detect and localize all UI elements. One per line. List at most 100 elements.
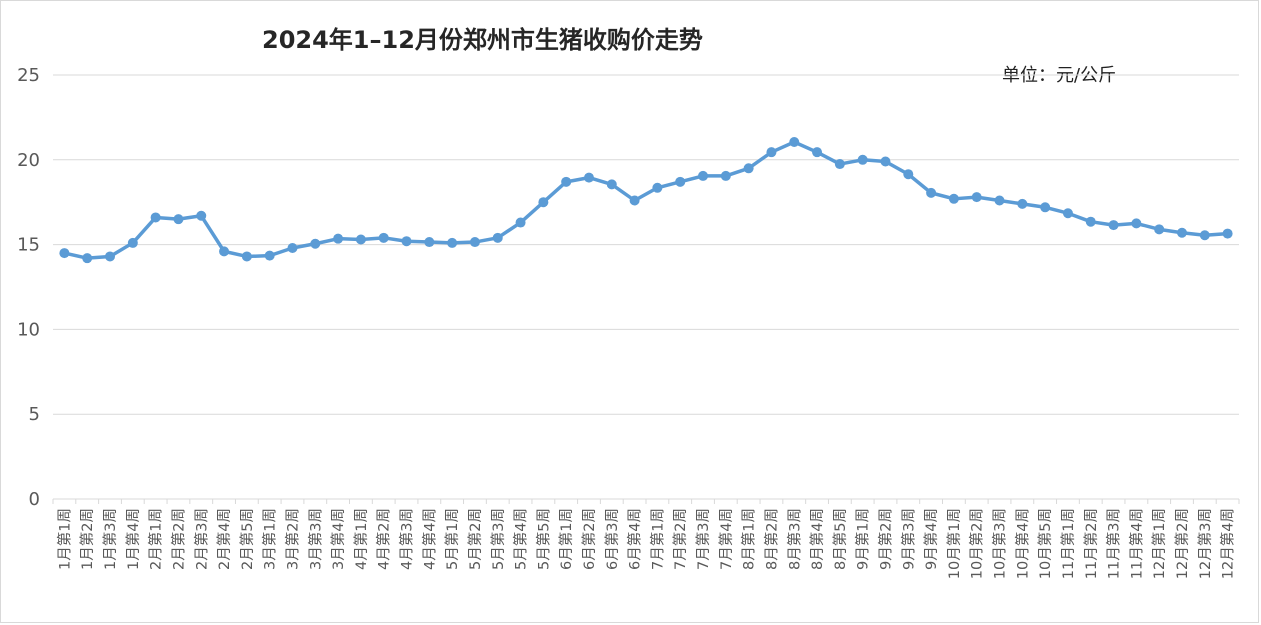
x-axis-ticks: 1月第1周 1月第2周 1月第3周 1月第4周 2月第1周 2月第2周 2月第3周 2月第4周… — [55, 508, 1236, 579]
chart-title: 2024年1–12月份郑州市生猪收购价走势 — [262, 26, 703, 54]
data-point — [173, 214, 184, 225]
data-point — [287, 242, 298, 253]
x-tick-label: 5月第2周 — [466, 508, 484, 570]
data-point — [492, 232, 503, 243]
x-tick-label: 11月第2周 — [1082, 508, 1100, 579]
x-tick-label: 8月第4周 — [808, 508, 826, 570]
data-point — [1017, 198, 1028, 209]
x-tick-label: 3月第4周 — [329, 508, 347, 570]
data-point — [971, 192, 982, 203]
data-point — [264, 250, 275, 261]
data-point — [1062, 208, 1073, 219]
x-tick-label: 8月第2周 — [762, 508, 780, 570]
x-tick-label: 9月第3周 — [899, 508, 917, 570]
data-point — [583, 172, 594, 183]
data-point — [105, 251, 116, 262]
x-tick-label: 4月第4周 — [420, 508, 438, 570]
data-point — [880, 156, 891, 167]
data-point — [652, 182, 663, 193]
data-point — [401, 236, 412, 247]
data-point — [606, 179, 617, 190]
x-tick-label: 12月第4周 — [1219, 508, 1237, 579]
x-tick-label: 2月第1周 — [147, 508, 165, 570]
data-point — [469, 237, 480, 248]
x-tick-label: 6月第2周 — [580, 508, 598, 570]
x-tick-label: 3月第3周 — [306, 508, 324, 570]
x-tick-label: 5月第1周 — [443, 508, 461, 570]
data-point — [1040, 202, 1051, 213]
data-point — [903, 169, 914, 180]
x-tick-label: 10月第5周 — [1036, 508, 1054, 579]
x-tick-label: 8月第5周 — [831, 508, 849, 570]
data-point — [538, 197, 549, 208]
data-point — [743, 163, 754, 174]
data-point — [561, 176, 572, 187]
x-tick-label: 9月第4周 — [922, 508, 940, 570]
x-tick-label: 11月第1周 — [1059, 508, 1077, 579]
x-tick-label: 3月第1周 — [261, 508, 279, 570]
x-axis — [52, 498, 1240, 504]
data-point — [994, 195, 1005, 206]
x-tick-label: 6月第3周 — [603, 508, 621, 570]
data-point — [310, 238, 321, 249]
x-tick-label: 2月第5周 — [238, 508, 256, 570]
x-tick-label: 1月第1周 — [55, 508, 73, 570]
series-line — [62, 140, 1230, 260]
gridlines — [53, 74, 1239, 415]
x-tick-label: 9月第1周 — [854, 508, 872, 570]
data-point — [1222, 228, 1233, 239]
data-point — [378, 232, 389, 243]
data-point — [926, 187, 937, 198]
x-tick-label: 10月第2周 — [968, 508, 986, 579]
x-tick-label: 5月第3周 — [489, 508, 507, 570]
data-point — [150, 212, 161, 223]
data-point — [515, 217, 526, 228]
x-tick-label: 2月第4周 — [215, 508, 233, 570]
data-point — [789, 136, 800, 147]
data-point — [675, 176, 686, 187]
x-tick-label: 11月第3周 — [1105, 508, 1123, 579]
data-point — [720, 170, 731, 181]
data-point — [857, 154, 868, 165]
y-axis-ticks: 0 5 10 15 20 25 — [17, 65, 40, 510]
y-tick-label: 20 — [17, 150, 40, 171]
data-point — [447, 237, 458, 248]
x-tick-label: 6月第1周 — [557, 508, 575, 570]
x-tick-label: 2月第2周 — [169, 508, 187, 570]
x-tick-label: 4月第1周 — [352, 508, 370, 570]
x-tick-label: 5月第4周 — [512, 508, 530, 570]
x-tick-label: 4月第3周 — [398, 508, 416, 570]
x-tick-label: 1月第2周 — [78, 508, 96, 570]
y-tick-label: 10 — [17, 319, 40, 340]
x-tick-label: 12月第2周 — [1173, 508, 1191, 579]
y-tick-label: 5 — [29, 404, 40, 425]
x-tick-label: 8月第3周 — [785, 508, 803, 570]
x-tick-label: 12月第1周 — [1150, 508, 1168, 579]
data-point — [127, 237, 138, 248]
data-point — [1131, 218, 1142, 229]
data-point — [424, 237, 435, 248]
data-point — [1176, 227, 1187, 238]
series-group — [59, 136, 1233, 264]
data-point — [59, 248, 70, 259]
x-tick-label: 10月第3周 — [991, 508, 1009, 579]
data-point — [948, 193, 959, 204]
data-point — [196, 210, 207, 221]
x-tick-label: 10月第1周 — [945, 508, 963, 579]
x-tick-label: 1月第3周 — [101, 508, 119, 570]
x-tick-label: 8月第1周 — [740, 508, 758, 570]
x-tick-label: 1月第4周 — [124, 508, 142, 570]
x-tick-label: 7月第3周 — [694, 508, 712, 570]
x-tick-label: 9月第2周 — [876, 508, 894, 570]
x-tick-label: 7月第1周 — [648, 508, 666, 570]
data-point — [834, 159, 845, 170]
y-tick-label: 25 — [17, 65, 40, 86]
data-point — [219, 246, 230, 257]
y-tick-label: 0 — [29, 489, 40, 510]
data-point — [766, 147, 777, 158]
x-tick-label: 6月第4周 — [626, 508, 644, 570]
data-point — [355, 234, 366, 245]
data-point — [333, 233, 344, 244]
